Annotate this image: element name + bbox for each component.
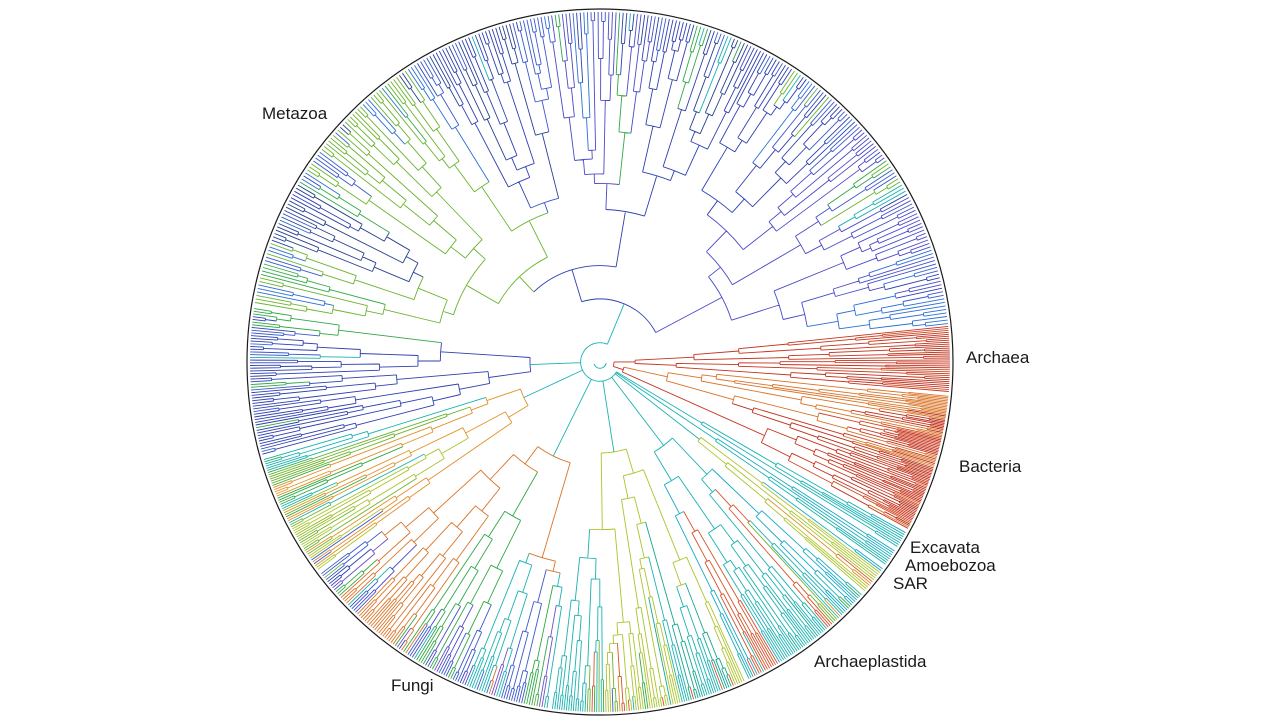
clade-label-bacteria: Bacteria [959,457,1022,476]
outer-ring [246,8,954,716]
clade-label-excavata: Excavata [910,538,980,557]
clade-label-archaeplastida: Archaeplastida [814,652,927,671]
clade-label-fungi: Fungi [391,676,434,695]
clade-label-sar: SAR [893,574,928,593]
clade-label-metazoa: Metazoa [262,104,328,123]
clade-label-archaea: Archaea [966,348,1030,367]
clade-label-amoebozoa: Amoebozoa [905,556,996,575]
tree-branches [249,11,951,713]
